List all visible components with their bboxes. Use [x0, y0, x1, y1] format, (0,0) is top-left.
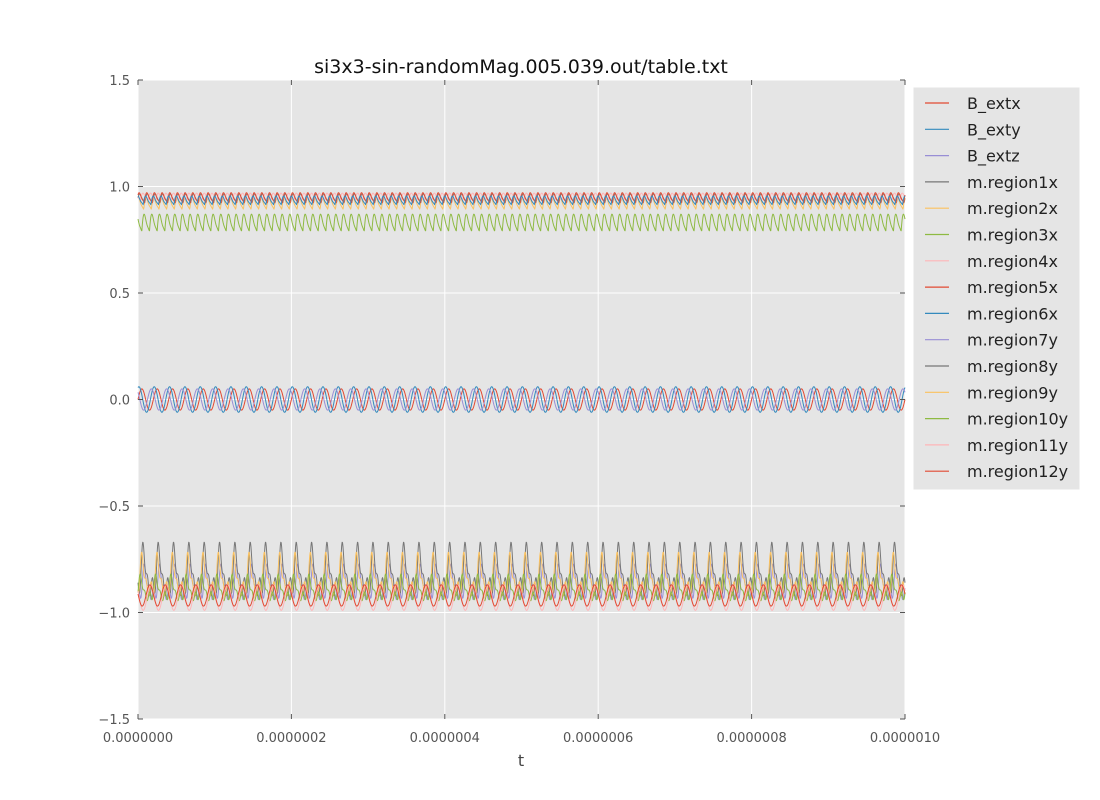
series-line-m-region8y	[137, 541, 906, 596]
x-tick-label: 0.0000008	[716, 731, 786, 746]
legend-label: B_extx	[967, 94, 1021, 114]
legend-label: m.region3x	[967, 226, 1058, 245]
legend-label: m.region2x	[967, 199, 1058, 218]
x-tick-label: 0.0000002	[256, 731, 326, 746]
y-tick-label: 0.0	[109, 394, 130, 409]
x-tick-label: 0.0000010	[870, 731, 940, 746]
series-line-b_exty	[137, 386, 906, 413]
chart-title: si3x3-sin-randomMag.005.039.out/table.tx…	[314, 56, 728, 78]
series-line-m-region12y	[137, 584, 906, 607]
legend-box	[913, 87, 1080, 490]
legend-label: B_exty	[967, 120, 1021, 140]
series-line-b_extz	[137, 388, 906, 411]
legend-label: m.region1x	[967, 173, 1058, 192]
x-tick-label: 0.0000006	[563, 731, 633, 746]
y-tick-label: 0.5	[109, 287, 130, 302]
series-layer	[137, 192, 906, 611]
legend-label: m.region5x	[967, 278, 1058, 297]
legend-label: m.region8y	[967, 357, 1058, 376]
y-tick-label: 1.0	[109, 181, 130, 196]
axis-ticks: 0.0000000 0.0000002 0.0000004 0.0000006 0.00…	[98, 74, 940, 746]
x-tick-label: 0.0000004	[410, 731, 480, 746]
series-line-m-region6x	[137, 195, 906, 206]
legend-label: m.region7y	[967, 331, 1058, 350]
x-tick-label: 0.0000000	[103, 731, 173, 746]
legend-label: m.region10y	[967, 410, 1068, 429]
legend-label: m.region11y	[967, 436, 1068, 455]
legend-label: m.region12y	[967, 462, 1068, 481]
series-line-m-region3x	[137, 213, 906, 232]
series-line-m-region11y	[137, 584, 906, 611]
x-axis-label: t	[518, 751, 524, 770]
y-tick-label: 1.5	[109, 74, 130, 89]
y-tick-label: −0.5	[98, 500, 130, 515]
legend-label: B_extz	[967, 147, 1020, 167]
legend: B_extx B_exty B_extz m.region1x m.region2x m.…	[913, 87, 1080, 490]
y-tick-label: −1.0	[98, 607, 130, 622]
legend-label: m.region4x	[967, 252, 1058, 271]
y-tick-label: −1.5	[98, 713, 130, 728]
legend-label: m.region9y	[967, 383, 1058, 402]
series-line-m-region5x	[137, 192, 906, 204]
legend-label: m.region6x	[967, 304, 1058, 323]
